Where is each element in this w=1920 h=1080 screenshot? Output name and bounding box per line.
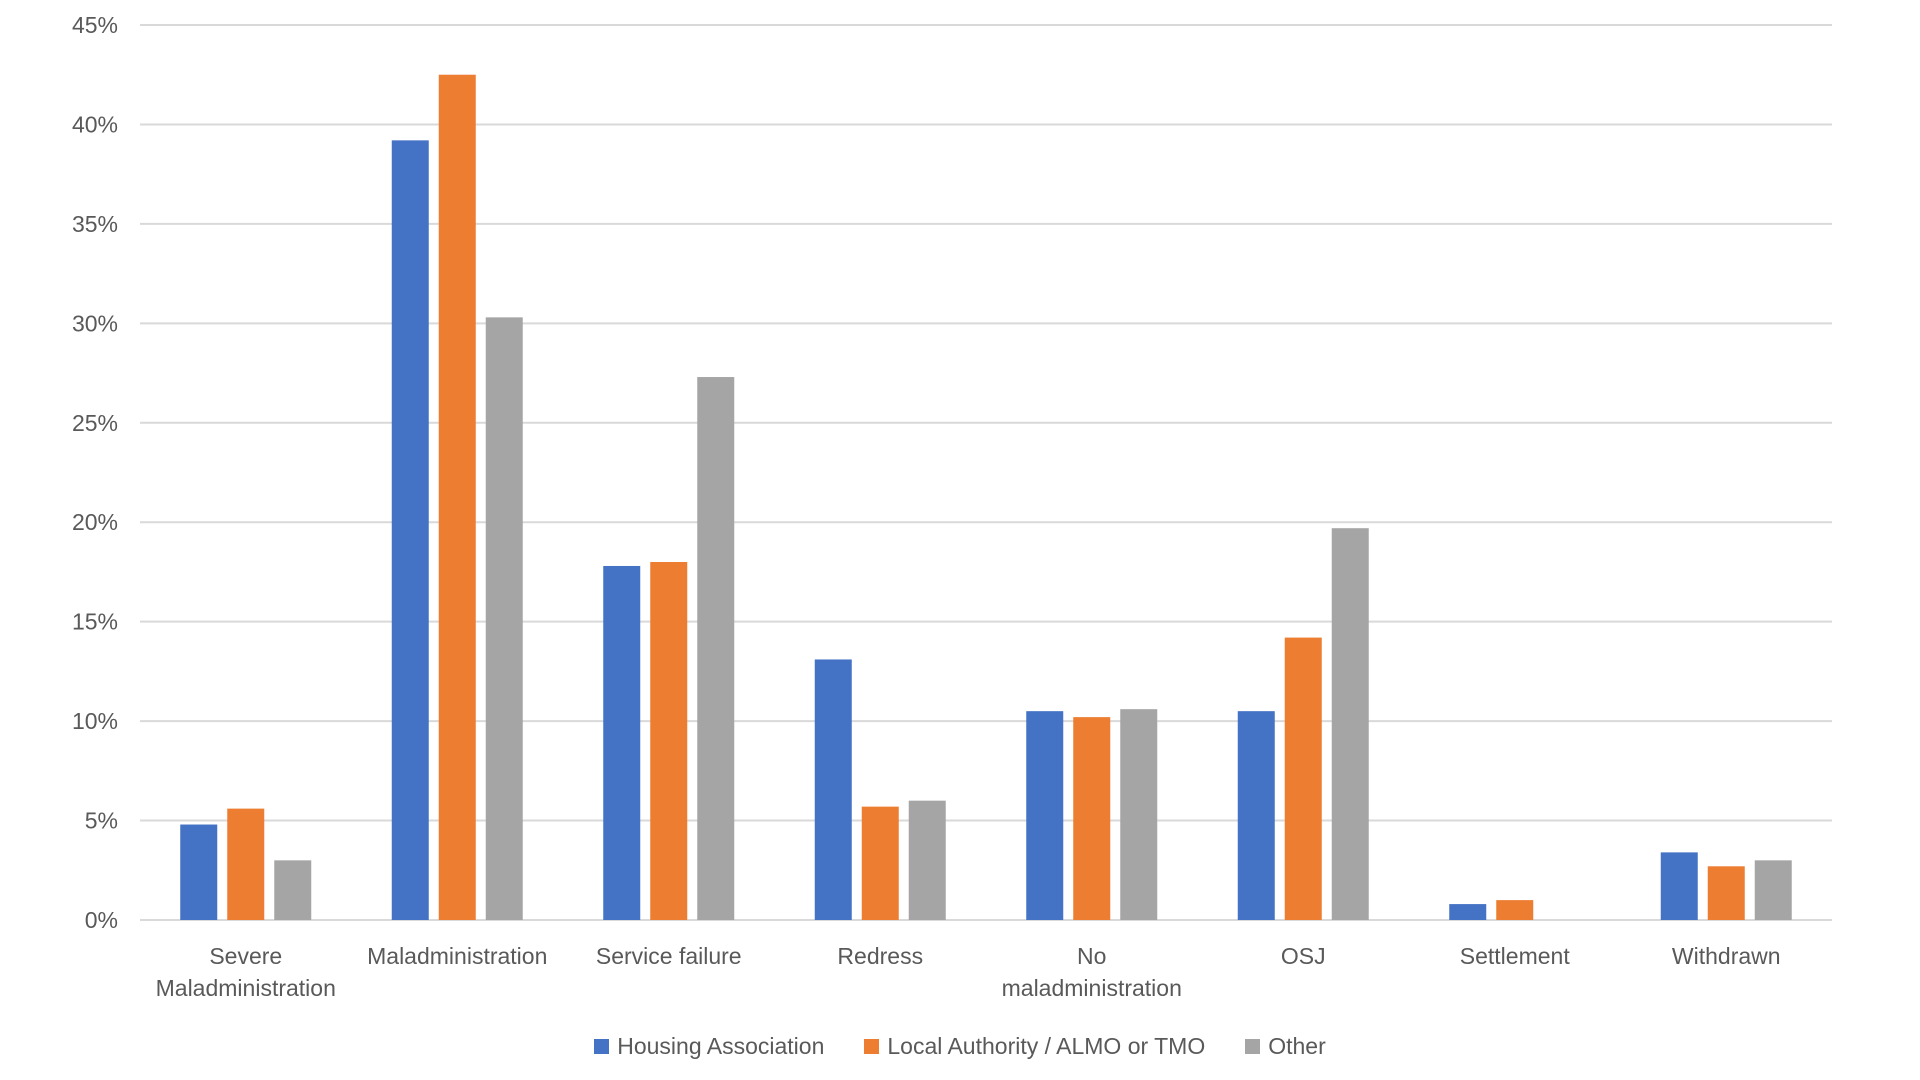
y-tick-label: 35% [72,211,118,237]
bar [697,377,735,920]
x-category-label: Maladministration [367,943,547,969]
legend-label: Local Authority / ALMO or TMO [887,1032,1206,1059]
bar [861,806,899,920]
legend-item-other: Other [1245,1033,1326,1060]
legend-swatch-orange [864,1038,880,1054]
bars [180,74,1792,920]
y-tick-label: 40% [72,111,118,137]
x-category-label: Withdrawn [1672,943,1781,969]
bar [1120,709,1158,920]
bar [908,800,946,920]
legend-label: Other [1268,1032,1326,1059]
bar [1284,637,1322,920]
y-axis-ticks: 0% 5% 10% 15% 20% 25% 30% 35% 40% 45% [72,12,118,933]
bar-chart: 0% 5% 10% 15% 20% 25% 30% 35% 40% 45% Severe Malad… [72,12,1832,1001]
y-tick-label: 45% [72,12,118,38]
bar [180,824,218,920]
x-category-label: maladministration [1002,975,1182,1001]
bar [485,317,523,920]
bar [814,659,852,920]
legend-item-housing-association: Housing Association [594,1033,824,1060]
legend-swatch-gray [1245,1038,1261,1054]
bar [1026,711,1064,920]
bar [227,808,265,920]
x-category-label: Settlement [1460,943,1571,969]
x-axis-categories: Severe Maladministration Maladministration… [156,943,1781,1001]
x-category-label: OSJ [1281,943,1326,969]
legend: Housing Association Local Authority / AL… [0,1028,1920,1064]
y-tick-label: 10% [72,708,118,734]
y-tick-label: 30% [72,310,118,336]
bar [1707,866,1745,920]
y-tick-label: 15% [72,609,118,635]
x-category-label: No [1077,943,1106,969]
legend-item-local-authority: Local Authority / ALMO or TMO [864,1033,1205,1060]
legend-swatch-blue [594,1038,610,1054]
x-category-label: Severe [209,943,282,969]
y-tick-label: 5% [85,808,118,834]
bar [603,565,641,920]
x-category-label: Maladministration [156,975,336,1001]
x-category-label: Service failure [596,943,742,969]
bar [1660,852,1698,920]
bar [650,562,688,920]
bar [391,140,429,920]
y-tick-label: 20% [72,509,118,535]
bar [1073,717,1111,920]
bar [438,74,476,920]
bar [1237,711,1275,920]
y-tick-label: 25% [72,410,118,436]
bar [1331,528,1369,920]
bar [274,860,312,920]
bar [1496,900,1534,920]
x-category-label: Redress [837,943,923,969]
bar [1449,904,1487,920]
bar [1754,860,1792,920]
y-tick-label: 0% [85,907,118,933]
legend-label: Housing Association [617,1032,825,1059]
